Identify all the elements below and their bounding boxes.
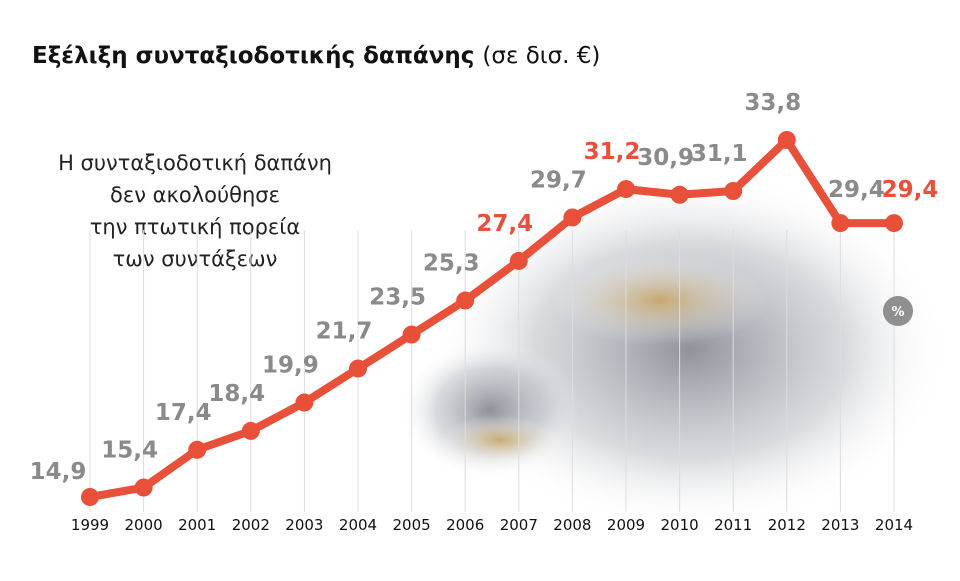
x-tick-label: 2000 (125, 516, 163, 534)
point (509, 251, 528, 270)
point (777, 131, 796, 149)
value-label: 15,4 (101, 438, 158, 464)
annotation-line: των συντάξεων (113, 247, 278, 271)
value-label: 29,4 (828, 177, 885, 203)
value-label: 33,8 (744, 90, 801, 116)
x-tick-label: 2013 (821, 516, 859, 534)
point (188, 440, 207, 459)
x-tick-label: 2011 (714, 516, 752, 534)
value-label: 29,7 (530, 167, 587, 193)
x-tick-label: 2012 (768, 516, 806, 534)
value-label: 31,1 (691, 141, 748, 167)
x-tick-label: 1999 (71, 516, 109, 534)
x-tick-label: 2001 (178, 516, 216, 534)
value-label: 25,3 (423, 251, 480, 277)
point (402, 325, 421, 344)
x-tick-label: 2010 (661, 516, 699, 534)
value-label: 19,9 (262, 353, 319, 379)
background-image (400, 170, 950, 530)
x-tick-label: 2009 (607, 516, 645, 534)
annotation: Η συνταξιοδοτική δαπάνη δεν ακολούθησε την… (58, 151, 332, 271)
value-label: 14,9 (30, 459, 87, 485)
value-label: 27,4 (476, 211, 533, 237)
value-label: 23,5 (369, 285, 426, 311)
point (831, 214, 850, 233)
annotation-line: δεν ακολούθησε (110, 183, 280, 207)
point (617, 180, 635, 199)
point (241, 421, 260, 440)
x-tick-label: 2007 (500, 516, 538, 534)
x-tick-label: 2003 (285, 516, 323, 534)
x-tick-label: 2008 (553, 516, 591, 534)
x-tick-label: 2014 (875, 516, 913, 534)
chart-title: Εξέλιξη συνταξιοδοτικής δαπάνης (σε δισ.… (32, 43, 600, 69)
x-tick-label: 2005 (393, 516, 431, 534)
value-label: 29,4 (882, 177, 939, 203)
point (349, 359, 367, 378)
point (724, 182, 743, 200)
point (81, 488, 99, 506)
value-label: 30,9 (637, 145, 694, 171)
x-tick-label: 2004 (339, 516, 377, 534)
badge: % (891, 305, 904, 320)
point (670, 185, 689, 204)
point (456, 291, 475, 310)
annotation-line: Η συνταξιοδοτική δαπάνη (58, 151, 332, 175)
x-tick-label: 2002 (232, 516, 270, 534)
annotation-line: την πτωτική πορεία (90, 215, 300, 239)
point (563, 208, 582, 227)
value-label: 31,2 (584, 139, 641, 165)
value-label: 17,4 (155, 400, 212, 426)
grid: 1999 2000 2001 2002 2003 2004 2005 2006 2007 2008… (71, 230, 913, 534)
x-tick-label: 2006 (446, 516, 484, 534)
line (89, 136, 894, 501)
point (295, 393, 314, 412)
title: Εξέλιξη συνταξιοδοτικής δαπάνης (32, 43, 474, 69)
point (134, 478, 153, 497)
value-label: 18,4 (208, 381, 265, 407)
plot: 14,9 15,4 17,418,419,9 21,7 23,5 25,3 27,4 29,7… (30, 90, 939, 506)
badge-circle (883, 296, 913, 326)
point (885, 214, 903, 233)
subtitle: (σε δισ. €) (482, 43, 600, 69)
value-label: 21,7 (316, 319, 373, 345)
